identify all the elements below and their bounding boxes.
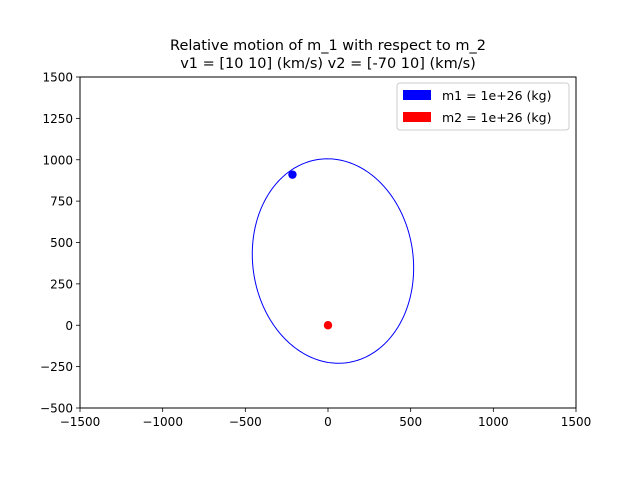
- x-tick-label: 0: [324, 415, 332, 429]
- legend-label-m1: m1 = 1e+26 (kg): [442, 88, 551, 103]
- axes: −1500 −1000 −500 0 500 1000 1500 −500 −250 0 250 50…: [40, 71, 591, 430]
- chart-title-line1: Relative motion of m_1 with respect to m…: [170, 38, 486, 54]
- y-tick-label: 250: [50, 277, 73, 291]
- y-tick-label: 500: [50, 236, 73, 250]
- x-tick-label: −500: [229, 415, 262, 429]
- y-tick-label: −500: [40, 402, 73, 416]
- plot-area: [251, 158, 415, 364]
- legend-box: [396, 82, 570, 131]
- orbit-path: [251, 158, 415, 364]
- y-tick-label: 1500: [42, 71, 73, 85]
- legend-label-m2: m2 = 1e+26 (kg): [442, 110, 551, 125]
- y-tick-label: 0: [65, 319, 73, 333]
- plot-frame: [79, 76, 577, 409]
- y-tick-label: 1000: [42, 153, 73, 167]
- x-tick-label: −1500: [60, 415, 101, 429]
- chart-title-line2: v1 = [10 10] (km/s) v2 = [-70 10] (km/s): [180, 56, 476, 72]
- y-tick-label: −250: [40, 360, 73, 374]
- x-tick-label: 1500: [561, 415, 592, 429]
- m2-marker: [323, 321, 333, 330]
- legend-swatch-m2: [403, 112, 431, 122]
- x-tick-label: 1000: [478, 415, 509, 429]
- y-tick-label: 750: [50, 195, 73, 209]
- y-tick-label: 1250: [42, 112, 73, 126]
- x-tick-label: −1000: [142, 415, 183, 429]
- legend-swatch-m1: [403, 90, 431, 100]
- legend: m1 = 1e+26 (kg) m2 = 1e+26 (kg): [396, 82, 570, 131]
- m1-marker: [288, 170, 297, 179]
- x-tick-label: 500: [399, 415, 422, 429]
